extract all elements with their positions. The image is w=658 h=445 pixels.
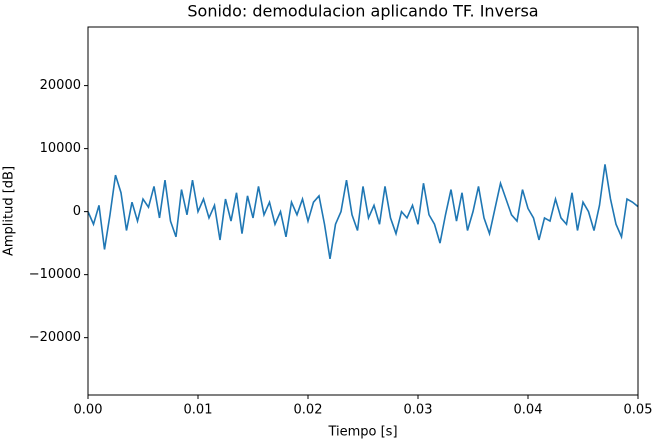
- y-tick-label: 10000: [40, 141, 81, 156]
- y-tick-label: −20000: [29, 330, 81, 345]
- line: [87, 164, 639, 260]
- x-axis-label: Tiempo [s]: [327, 425, 397, 440]
- y-tick-label: 20000: [40, 78, 81, 93]
- y-tick-label: 0: [73, 204, 81, 219]
- y-tick-label: −10000: [29, 267, 81, 282]
- x-tick-label: 0.04: [514, 403, 543, 418]
- x-tick-label: 0.00: [74, 403, 103, 418]
- x-tick-label: 0.01: [184, 403, 213, 418]
- chart-title: Sonido: demodulacion aplicando TF. Inver…: [187, 2, 538, 21]
- y-axis-label: Amplitud [dB]: [2, 166, 17, 256]
- x-tick-label: 0.03: [404, 403, 433, 418]
- x-tick-label: 0.02: [294, 403, 323, 418]
- x-tick-label: 0.05: [624, 403, 653, 418]
- plot-frame: [87, 26, 639, 396]
